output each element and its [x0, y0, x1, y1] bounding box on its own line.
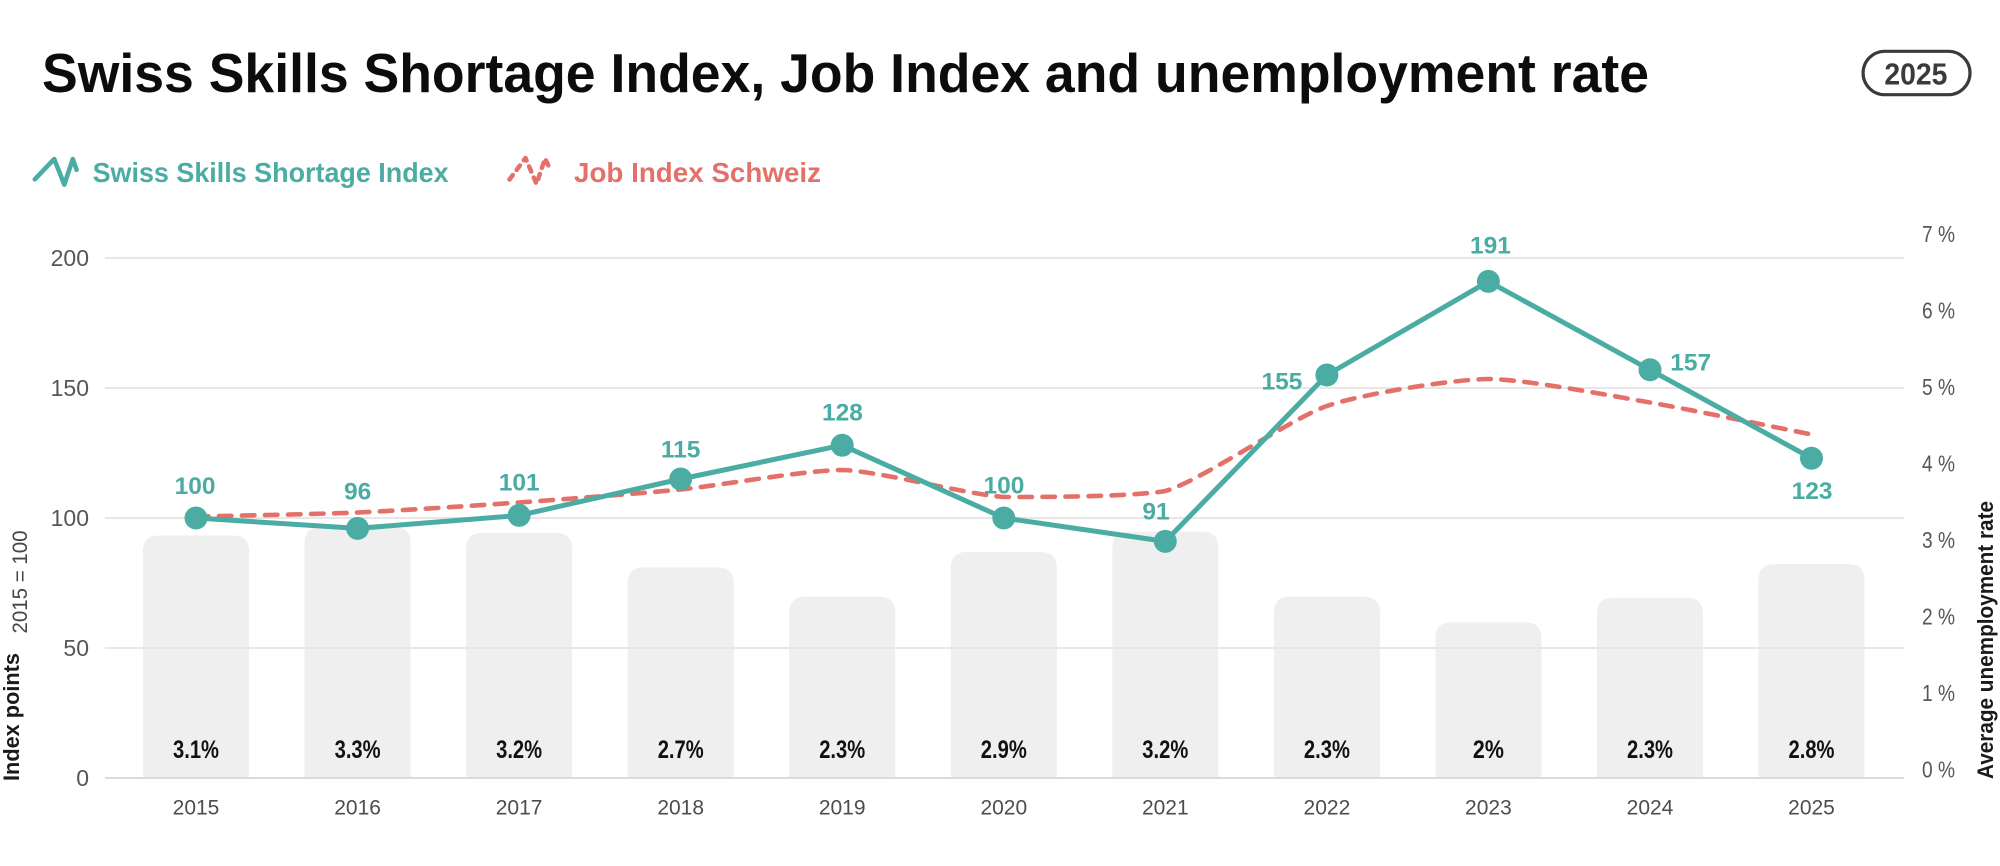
svg-text:0: 0: [76, 765, 89, 791]
svg-text:7 %: 7 %: [1922, 221, 1955, 247]
svg-text:91: 91: [1142, 499, 1169, 526]
svg-text:3.1%: 3.1%: [173, 736, 219, 764]
svg-text:150: 150: [51, 375, 89, 401]
svg-text:2015 = 100: 2015 = 100: [9, 531, 32, 634]
svg-text:2022: 2022: [1304, 797, 1351, 820]
svg-text:2023: 2023: [1465, 797, 1512, 820]
svg-text:2025: 2025: [1788, 797, 1835, 820]
svg-text:100: 100: [984, 473, 1025, 500]
svg-text:2.3%: 2.3%: [819, 736, 865, 764]
svg-text:2.7%: 2.7%: [658, 736, 704, 764]
svg-text:Job Index Schweiz: Job Index Schweiz: [574, 157, 821, 188]
svg-text:2024: 2024: [1627, 797, 1674, 820]
svg-text:1 %: 1 %: [1922, 680, 1955, 706]
svg-text:4 %: 4 %: [1922, 451, 1955, 477]
svg-text:3.2%: 3.2%: [496, 736, 542, 764]
svg-text:50: 50: [63, 635, 89, 661]
svg-text:0 %: 0 %: [1922, 757, 1955, 783]
svg-text:2.8%: 2.8%: [1789, 736, 1835, 764]
svg-text:2019: 2019: [819, 797, 866, 820]
svg-text:6 %: 6 %: [1922, 298, 1955, 324]
svg-text:157: 157: [1670, 349, 1711, 376]
svg-text:128: 128: [822, 400, 863, 427]
svg-text:2025: 2025: [1884, 58, 1947, 92]
svg-text:200: 200: [51, 245, 89, 271]
svg-text:3 %: 3 %: [1922, 527, 1955, 553]
svg-text:Swiss Skills Shortage Index, J: Swiss Skills Shortage Index, Job Index a…: [42, 42, 1649, 104]
svg-text:Swiss Skills Shortage Index: Swiss Skills Shortage Index: [93, 157, 449, 188]
svg-text:100: 100: [175, 473, 216, 500]
svg-text:3.3%: 3.3%: [335, 736, 381, 764]
svg-text:2.3%: 2.3%: [1304, 736, 1350, 764]
svg-text:101: 101: [499, 469, 540, 496]
svg-text:2016: 2016: [334, 797, 381, 820]
svg-text:Average unemployment rate: Average unemployment rate: [1973, 501, 1998, 779]
svg-text:2018: 2018: [657, 797, 704, 820]
svg-text:96: 96: [344, 479, 371, 506]
svg-text:2%: 2%: [1473, 736, 1504, 764]
svg-text:2015: 2015: [173, 797, 220, 820]
svg-text:5 %: 5 %: [1922, 374, 1955, 400]
svg-text:2.3%: 2.3%: [1627, 736, 1673, 764]
svg-text:155: 155: [1262, 369, 1303, 396]
svg-text:2021: 2021: [1142, 797, 1189, 820]
svg-text:115: 115: [661, 437, 701, 464]
svg-text:123: 123: [1792, 478, 1833, 505]
svg-text:191: 191: [1470, 232, 1511, 259]
svg-text:Index points: Index points: [0, 653, 24, 781]
svg-text:100: 100: [51, 505, 89, 531]
svg-text:2017: 2017: [496, 797, 543, 820]
svg-text:3.2%: 3.2%: [1142, 736, 1188, 764]
svg-text:2 %: 2 %: [1922, 604, 1955, 630]
svg-text:2.9%: 2.9%: [981, 736, 1027, 764]
svg-text:2020: 2020: [980, 797, 1027, 820]
